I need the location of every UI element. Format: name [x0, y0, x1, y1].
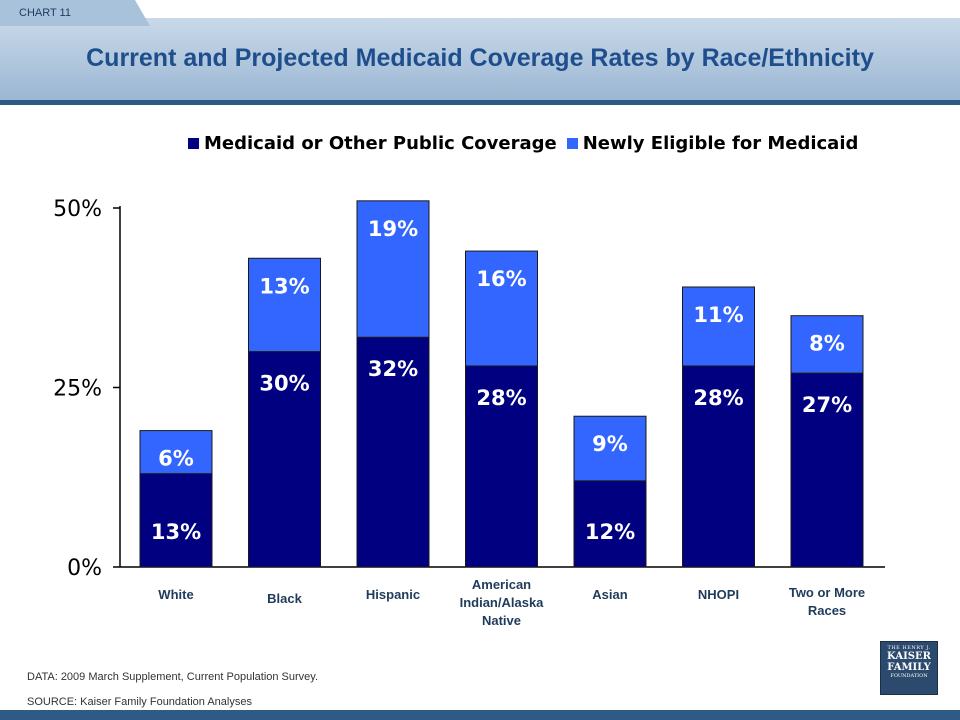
x-category-label-line: Asian: [592, 587, 628, 602]
chart-title: Current and Projected Medicaid Coverage …: [86, 44, 874, 72]
kaiser-logo: THE HENRY J. KAISER FAMILY FOUNDATION: [880, 641, 938, 695]
data-label-series-1: 32%: [368, 357, 418, 381]
data-label-series-2: 19%: [368, 217, 418, 241]
legend-item-series-2: Newly Eligible for Medicaid: [566, 133, 859, 154]
chart-number-label: CHART 11: [19, 7, 71, 19]
bar-series-1: [356, 336, 430, 568]
x-category-label-line: Native: [481, 613, 522, 628]
x-category-label: White: [121, 586, 231, 604]
legend-label-series-2: Newly Eligible for Medicaid: [582, 133, 859, 154]
x-category-label-line: Indian/Alaska: [459, 595, 544, 610]
x-category-label: Hispanic: [338, 586, 448, 604]
bar-series-1: [573, 480, 647, 568]
data-label-series-2: 9%: [592, 432, 628, 456]
bar-series-1: [139, 473, 213, 568]
data-label-series-2: 11%: [693, 303, 743, 327]
bar-series-2: [248, 257, 321, 353]
legend-label-series-1: Medicaid or Other Public Coverage: [204, 133, 557, 154]
data-label-series-1: 13%: [151, 520, 201, 544]
bar-series-2: [356, 200, 430, 338]
data-label-series-2: 8%: [809, 332, 845, 356]
bar-series-1: [682, 365, 755, 568]
x-category-label: American Indian/Alaska Native: [447, 576, 557, 630]
x-category-label: Two or More Races: [772, 584, 882, 620]
legend-swatch-series-2: [566, 138, 578, 149]
x-category-label-line: NHOPI: [697, 587, 740, 602]
bar-series-2: [573, 415, 647, 482]
y-tick-label: 25%: [53, 377, 102, 402]
bar-series-1: [790, 372, 864, 568]
x-category-label-line: Races: [807, 603, 847, 618]
data-label-series-2: 13%: [259, 274, 309, 298]
x-category-label: NHOPI: [664, 586, 774, 604]
x-category-label-line: American: [471, 577, 532, 592]
legend: Medicaid or Other Public Coverage Newly …: [188, 133, 868, 154]
data-label-series-1: 28%: [476, 386, 526, 410]
x-category-label: Asian: [555, 586, 665, 604]
data-label-series-2: 6%: [158, 447, 194, 471]
data-note: DATA: 2009 March Supplement, Current Pop…: [27, 671, 319, 683]
source-note: SOURCE: Kaiser Family Foundation Analyse…: [27, 696, 252, 708]
footer-bar: [0, 710, 960, 720]
bar-series-2: [682, 286, 755, 367]
data-label-series-1: 27%: [802, 393, 852, 417]
legend-swatch-series-1: [188, 138, 199, 149]
data-label-series-1: 30%: [259, 372, 309, 396]
data-label-series-1: 28%: [693, 386, 743, 410]
y-tick-label: 50%: [53, 197, 102, 222]
x-category-label-line: Two or More: [788, 585, 866, 600]
bar-series-2: [790, 315, 864, 374]
x-category-label-line: Black: [267, 591, 302, 606]
data-label-series-2: 16%: [476, 267, 526, 291]
bar-series-2: [465, 250, 538, 367]
header-banner: [0, 18, 960, 105]
header-tab: [0, 0, 150, 26]
legend-item-series-1: Medicaid or Other Public Coverage: [188, 133, 557, 154]
x-category-label-line: Hispanic: [365, 587, 421, 602]
x-category-label: Black: [230, 590, 340, 608]
data-label-series-1: 12%: [585, 520, 635, 544]
x-category-label-line: White: [158, 587, 194, 602]
bar-series-1: [465, 365, 538, 568]
bar-series-2: [139, 430, 213, 475]
y-tick-label: 0%: [67, 556, 102, 581]
